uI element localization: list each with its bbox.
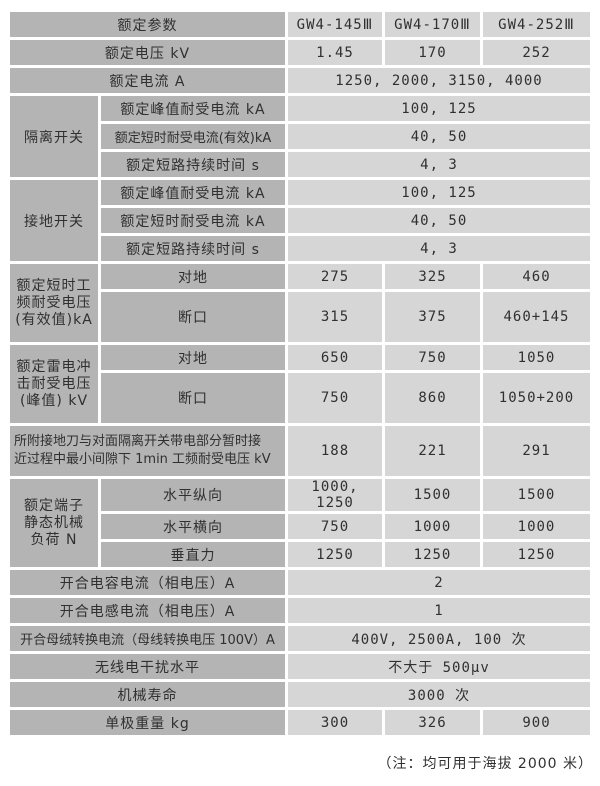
disconnector-short-time-value: 40, 50 bbox=[288, 124, 590, 149]
load-transverse-value-2: 1000 bbox=[385, 514, 480, 539]
lightning-to-earth-label: 对地 bbox=[101, 345, 285, 370]
power-freq-across-gap-label: 断口 bbox=[101, 292, 285, 342]
altitude-footnote: （注：均可用于海拔 2000 米） bbox=[377, 756, 593, 772]
pole-weight-label: 单极重量 kg bbox=[10, 710, 285, 735]
terminal-load-group-label: 额定端子 静态机械 负荷 N bbox=[10, 479, 98, 567]
radio-interference-value: 不大于 500μv bbox=[288, 654, 590, 679]
row-earthing-short-time: 额定短时耐受电流 kA 40, 50 bbox=[10, 208, 590, 233]
inductive-current-label: 开合电感电流（相电压）A bbox=[10, 598, 285, 623]
row-rated-current: 额定电流 A 1250, 2000, 3150, 4000 bbox=[10, 68, 590, 93]
pole-weight-value-3: 900 bbox=[483, 710, 590, 735]
row-load-longitudinal: 额定端子 静态机械 负荷 N 水平纵向 1000, 1250 1500 1500 bbox=[10, 479, 590, 567]
lightning-across-gap-value-2: 860 bbox=[385, 373, 480, 423]
earthing-group-label: 接地开关 bbox=[10, 180, 98, 261]
power-freq-across-gap-value-1: 315 bbox=[288, 292, 382, 342]
rated-voltage-label: 额定电压 kV bbox=[10, 40, 285, 65]
lightning-group-label: 额定雷电冲 击耐受电压 (峰值) kV bbox=[10, 345, 98, 423]
earthing-short-time-value: 40, 50 bbox=[288, 208, 590, 233]
lightning-across-gap-value-3: 1050+200 bbox=[483, 373, 590, 423]
pole-weight-value-1: 300 bbox=[288, 710, 382, 735]
row-load-transverse: 水平横向 750 1000 1000 bbox=[10, 514, 590, 539]
earthing-peak-value: 100, 125 bbox=[288, 180, 590, 205]
lightning-across-gap-value-1: 750 bbox=[288, 373, 382, 423]
earthing-peak-label: 额定峰值耐受电流 kA bbox=[101, 180, 285, 205]
power-freq-to-earth-value-2: 325 bbox=[385, 264, 480, 289]
radio-interference-label: 无线电干扰水平 bbox=[10, 654, 285, 679]
earthing-short-time-label: 额定短时耐受电流 kA bbox=[101, 208, 285, 233]
power-freq-across-gap-value-2: 375 bbox=[385, 292, 480, 342]
min-gap-value-2: 221 bbox=[385, 426, 480, 476]
row-earthing-duration: 额定短路持续时间 s 4, 3 bbox=[10, 236, 590, 261]
power-freq-to-earth-value-3: 460 bbox=[483, 264, 590, 289]
row-power-freq-to-earth: 额定短时工 频耐受电压 (有效值)kA 对地 275 325 460 bbox=[10, 264, 590, 342]
model-header-gw4-145: GW4-145Ⅲ bbox=[288, 12, 382, 37]
row-mechanical-life: 机械寿命 3000 次 bbox=[10, 682, 590, 707]
min-gap-value-3: 291 bbox=[483, 426, 590, 476]
min-gap-label: 所附接地刀与对面隔离开关带电部分暂时接 近过程中最小间隙下 1min 工频耐受电… bbox=[10, 426, 285, 476]
disconnector-peak-label: 额定峰值耐受电流 kA bbox=[101, 96, 285, 121]
row-disconnector-short-time: 额定短时耐受电流(有效)kA 40, 50 bbox=[10, 124, 590, 149]
rated-current-value: 1250, 2000, 3150, 4000 bbox=[288, 68, 590, 93]
rated-voltage-value-3: 252 bbox=[483, 40, 590, 65]
row-power-freq-across-gap: 断口 315 375 460+145 bbox=[10, 292, 590, 342]
lightning-across-gap-label: 断口 bbox=[101, 373, 285, 423]
row-radio-interference: 无线电干扰水平 不大于 500μv bbox=[10, 654, 590, 679]
row-min-gap-withstand: 所附接地刀与对面隔离开关带电部分暂时接 近过程中最小间隙下 1min 工频耐受电… bbox=[10, 426, 590, 476]
load-longitudinal-value-1: 1000, 1250 bbox=[288, 479, 382, 511]
load-longitudinal-label: 水平纵向 bbox=[101, 479, 285, 511]
load-vertical-value-1: 1250 bbox=[288, 542, 382, 567]
row-bus-transfer-current: 开合母绒转换电流（母线转换电压 100V）A 400V, 2500A, 100 … bbox=[10, 626, 590, 651]
disconnector-short-time-label: 额定短时耐受电流(有效)kA bbox=[101, 124, 285, 149]
row-capacitive-current: 开合电容电流（相电压）A 2 bbox=[10, 570, 590, 595]
row-disconnector-duration: 额定短路持续时间 s 4, 3 bbox=[10, 152, 590, 177]
power-freq-group-label: 额定短时工 频耐受电压 (有效值)kA bbox=[10, 264, 98, 342]
row-inductive-current: 开合电感电流（相电压）A 1 bbox=[10, 598, 590, 623]
earthing-duration-value: 4, 3 bbox=[288, 236, 590, 261]
rated-current-label: 额定电流 A bbox=[10, 68, 285, 93]
row-rated-voltage: 额定电压 kV 1.45 170 252 bbox=[10, 40, 590, 65]
bus-transfer-current-value: 400V, 2500A, 100 次 bbox=[288, 626, 590, 651]
pole-weight-value-2: 326 bbox=[385, 710, 480, 735]
load-vertical-value-3: 1250 bbox=[483, 542, 590, 567]
power-freq-across-gap-value-3: 460+145 bbox=[483, 292, 590, 342]
row-disconnector-peak: 隔离开关 额定峰值耐受电流 kA 100, 125 bbox=[10, 96, 590, 177]
lightning-to-earth-value-1: 650 bbox=[288, 345, 382, 370]
load-vertical-label: 垂直力 bbox=[101, 542, 285, 567]
disconnector-duration-value: 4, 3 bbox=[288, 152, 590, 177]
disconnector-peak-value: 100, 125 bbox=[288, 96, 590, 121]
mechanical-life-value: 3000 次 bbox=[288, 682, 590, 707]
row-lightning-to-earth: 额定雷电冲 击耐受电压 (峰值) kV 对地 650 750 1050 bbox=[10, 345, 590, 423]
load-longitudinal-value-3: 1500 bbox=[483, 479, 590, 511]
min-gap-value-1: 188 bbox=[288, 426, 382, 476]
load-vertical-value-2: 1250 bbox=[385, 542, 480, 567]
load-transverse-value-3: 1000 bbox=[483, 514, 590, 539]
capacitive-current-value: 2 bbox=[288, 570, 590, 595]
load-transverse-value-1: 750 bbox=[288, 514, 382, 539]
capacitive-current-label: 开合电容电流（相电压）A bbox=[10, 570, 285, 595]
row-lightning-across-gap: 断口 750 860 1050+200 bbox=[10, 373, 590, 423]
row-pole-weight: 单极重量 kg 300 326 900 bbox=[10, 710, 590, 735]
rated-voltage-value-1: 1.45 bbox=[288, 40, 382, 65]
load-transverse-label: 水平横向 bbox=[101, 514, 285, 539]
mechanical-life-label: 机械寿命 bbox=[10, 682, 285, 707]
load-longitudinal-value-2: 1500 bbox=[385, 479, 480, 511]
lightning-to-earth-value-2: 750 bbox=[385, 345, 480, 370]
rated-voltage-value-2: 170 bbox=[385, 40, 480, 65]
disconnector-group-label: 隔离开关 bbox=[10, 96, 98, 177]
power-freq-to-earth-label: 对地 bbox=[101, 264, 285, 289]
model-header-gw4-252: GW4-252Ⅲ bbox=[483, 12, 590, 37]
row-earthing-peak: 接地开关 额定峰值耐受电流 kA 100, 125 bbox=[10, 180, 590, 261]
header-row: 额定参数 GW4-145Ⅲ GW4-170Ⅲ GW4-252Ⅲ bbox=[10, 12, 590, 37]
row-load-vertical: 垂直力 1250 1250 1250 bbox=[10, 542, 590, 567]
power-freq-to-earth-value-1: 275 bbox=[288, 264, 382, 289]
inductive-current-value: 1 bbox=[288, 598, 590, 623]
disconnector-duration-label: 额定短路持续时间 s bbox=[101, 152, 285, 177]
lightning-to-earth-value-3: 1050 bbox=[483, 345, 590, 370]
model-header-gw4-170: GW4-170Ⅲ bbox=[385, 12, 480, 37]
param-header-label: 额定参数 bbox=[10, 12, 285, 37]
earthing-duration-label: 额定短路持续时间 s bbox=[101, 236, 285, 261]
bus-transfer-current-label: 开合母绒转换电流（母线转换电压 100V）A bbox=[10, 626, 285, 651]
spec-table: 额定参数 GW4-145Ⅲ GW4-170Ⅲ GW4-252Ⅲ 额定电压 kV … bbox=[7, 9, 593, 738]
